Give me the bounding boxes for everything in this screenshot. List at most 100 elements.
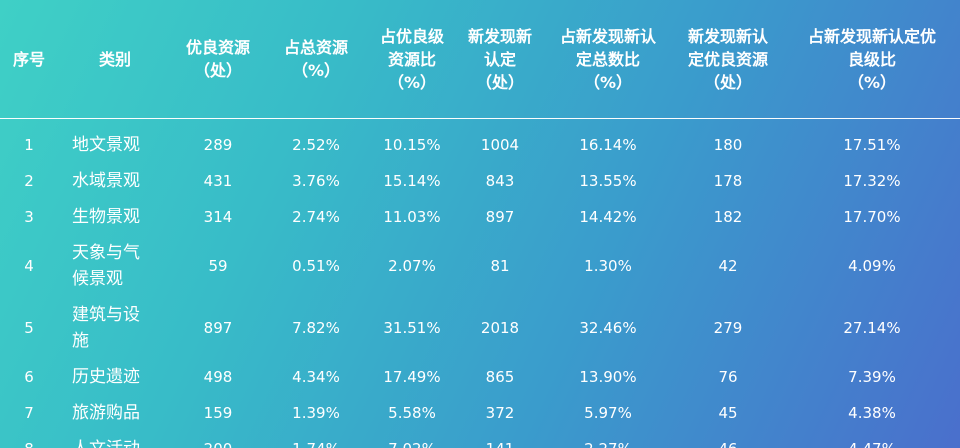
cell-newly-found: 865	[485, 368, 515, 386]
category-text-line: 旅游购品	[72, 403, 140, 423]
cell-share-of-new: 2.27%	[544, 431, 672, 448]
cell-category: 水域景观	[58, 163, 172, 199]
cell-share-of-new-good: 7.39%	[848, 368, 896, 386]
cell-newly-found: 81	[490, 257, 510, 275]
cell-good-resources: 289	[203, 136, 233, 154]
cell-share-of-total: 7.82%	[292, 319, 340, 337]
cell-share-of-new: 14.42%	[579, 208, 637, 226]
category-text-line: 地文景观	[72, 135, 140, 155]
header-new-good-resources: 新发现新认定优良资源 （处）	[672, 0, 784, 119]
cell-category: 天象与气 候景观	[58, 235, 172, 297]
cell-newly-found: 843	[485, 172, 515, 190]
header-text-line: 优良资源	[185, 38, 250, 57]
cell-new-good-resources: 46	[672, 431, 784, 448]
cell-share-of-good: 31.51%	[383, 319, 441, 337]
table-row: 5 建筑与设施 897 7.82% 31.51% 2018 32.46% 279 27.14%	[0, 297, 960, 359]
cell-newly-found: 372	[485, 404, 515, 422]
cell-share-of-good: 2.07%	[388, 257, 436, 275]
cell-category: 地文景观	[58, 119, 172, 164]
table-row: 8 人文活动 2001.74%7.02%1412.27%464.47%	[0, 431, 960, 448]
cell-share-of-new-good: 4.38%	[848, 404, 896, 422]
cell-new-good-resources: 45	[718, 404, 738, 422]
table-row: 3 生物景观 314 2.74% 11.03% 897 14.42% 182 17.70%	[0, 199, 960, 235]
category-text-line: 历史遗迹	[72, 367, 140, 387]
header-good-resources: 优良资源 （处）	[172, 0, 264, 119]
cell-share-of-total: 0.51%	[292, 257, 340, 275]
category-text-line: 建筑与设	[72, 305, 140, 325]
cell-category: 旅游购品	[58, 395, 172, 431]
cell-share-of-total: 2.52%	[292, 136, 340, 154]
cell-serial-number: 2	[24, 172, 34, 190]
header-text-line: （处）	[703, 72, 752, 92]
header-text-line: 认定	[483, 49, 516, 69]
cell-new-good-resources: 178	[713, 172, 743, 190]
header-share-of-new: 占新发现新认 定总数比 （%）	[544, 0, 672, 119]
cell-share-of-new-good: 27.14%	[843, 319, 901, 337]
cell-good-resources: 200	[172, 431, 264, 448]
cell-new-good-resources: 182	[713, 208, 743, 226]
cell-share-of-total: 3.76%	[292, 172, 340, 190]
header-text-line: 序号	[12, 49, 45, 69]
cell-good-resources: 431	[203, 172, 233, 190]
cell-serial-number: 3	[24, 208, 34, 226]
cell-new-good-resources: 180	[713, 136, 743, 154]
header-text-line: 定优良资源	[687, 49, 768, 69]
cell-share-of-new: 5.97%	[584, 404, 632, 422]
cell-share-of-total: 1.39%	[292, 404, 340, 422]
cell-share-of-new-good: 4.47%	[784, 431, 960, 448]
header-text-line: 新发现新认	[687, 26, 768, 46]
cell-good-resources: 59	[208, 257, 228, 275]
category-text-line: 施	[72, 331, 89, 351]
cell-share-of-new-good: 17.70%	[843, 208, 901, 226]
header-text-line: （%）	[847, 72, 897, 92]
cell-new-good-resources: 76	[718, 368, 738, 386]
cell-share-of-new-good: 17.51%	[843, 136, 901, 154]
header-share-of-new-good: 占新发现新认定优 良级比 （%）	[784, 0, 960, 119]
category-text-line: 候景观	[72, 269, 123, 289]
category-text-line: 人文活动	[72, 436, 168, 448]
cell-share-of-new-good: 17.32%	[843, 172, 901, 190]
cell-share-of-good: 11.03%	[383, 208, 441, 226]
header-share-of-total: 占总资源 （%）	[264, 0, 368, 119]
header-text-line: 新发现新	[467, 26, 532, 46]
header-text-line: （%）	[387, 72, 437, 92]
cell-category: 历史遗迹	[58, 359, 172, 395]
table-row: 7 旅游购品 159 1.39% 5.58% 372 5.97% 45 4.38%	[0, 395, 960, 431]
header-text-line: 资源比	[387, 49, 436, 69]
header-text-line: 类别	[98, 49, 131, 69]
header-newly-found: 新发现新 认定 （处）	[456, 0, 544, 119]
table-row: 4 天象与气 候景观 59 0.51% 2.07% 81 1.30% 42 4.09%	[0, 235, 960, 297]
cell-share-of-good: 5.58%	[388, 404, 436, 422]
header-text-line: 占总资源	[283, 38, 348, 57]
cell-share-of-good: 10.15%	[383, 136, 441, 154]
table-body: 1 地文景观 289 2.52% 10.15% 1004 16.14% 180 17.51% 2 水…	[0, 119, 960, 448]
table-row: 2 水域景观 431 3.76% 15.14% 843 13.55% 178 17.32%	[0, 163, 960, 199]
header-text-line: 良级比	[847, 49, 896, 69]
cell-share-of-good: 17.49%	[383, 368, 441, 386]
header-share-of-good: 占优良级 资源比 （%）	[368, 0, 456, 119]
cell-newly-found: 1004	[480, 136, 520, 154]
cell-good-resources: 897	[203, 319, 233, 337]
category-text-line: 生物景观	[72, 207, 140, 227]
cell-serial-number: 4	[24, 257, 34, 275]
cell-share-of-new: 16.14%	[579, 136, 637, 154]
cell-good-resources: 314	[203, 208, 233, 226]
cell-share-of-total: 1.74%	[264, 431, 368, 448]
cell-category: 建筑与设施	[58, 297, 172, 359]
category-text-line: 水域景观	[72, 171, 140, 191]
cell-category: 人文活动	[58, 431, 172, 448]
header-text-line: （%）	[583, 72, 633, 92]
cell-share-of-total: 4.34%	[292, 368, 340, 386]
cell-good-resources: 159	[203, 404, 233, 422]
header-text-line: 占新发现新认	[559, 26, 656, 46]
header-text-line: （处）	[193, 61, 242, 80]
cell-serial-number: 1	[24, 136, 34, 154]
cell-share-of-new: 1.30%	[584, 257, 632, 275]
cell-serial-number: 8	[0, 431, 58, 448]
header-serial-number: 序号	[0, 0, 58, 119]
table-header: 序号 类别 优良资源 （处） 占总资源 （%） 占优良级 资源比 （%） 新发现新 认定 （处） 占新发…	[0, 0, 960, 119]
cell-serial-number: 5	[24, 319, 34, 337]
cell-share-of-good: 7.02%	[368, 431, 456, 448]
cell-newly-found: 2018	[480, 319, 520, 337]
